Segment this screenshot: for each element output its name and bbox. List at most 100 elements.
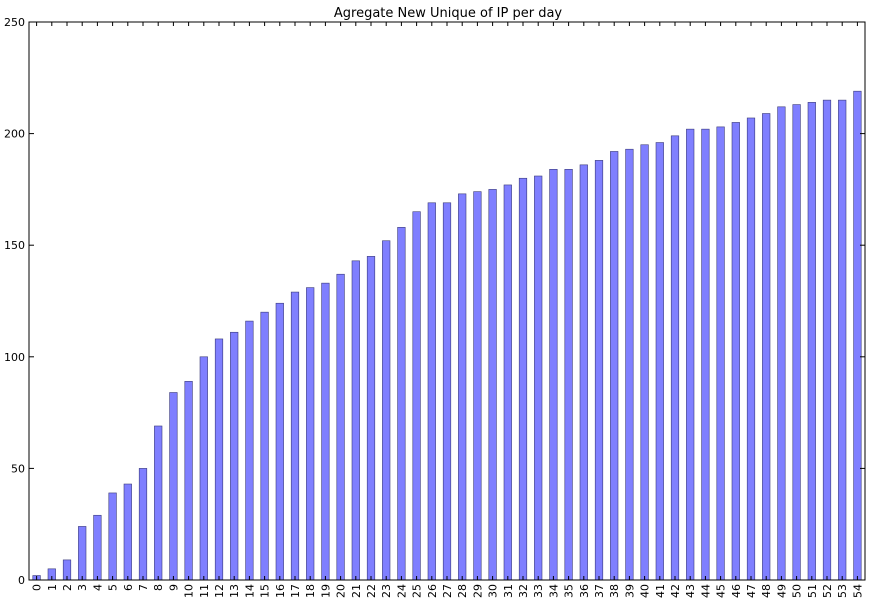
bar-53 [838,99,847,581]
x-tick-label-5: 5 [107,584,120,591]
bar-17 [290,291,300,581]
bar-15 [260,311,269,581]
bar-30 [488,189,497,581]
x-tick-label-15: 15 [259,584,272,598]
y-tick-label-100: 100 [4,351,25,364]
bar-24 [397,227,406,581]
bar-26 [427,202,436,581]
bar-22 [366,256,376,581]
x-tick-label-50: 50 [791,584,804,598]
bar-8 [154,425,163,581]
bar-10 [184,381,193,581]
x-tick-label-29: 29 [471,584,484,598]
x-tick-label-1: 1 [46,584,59,591]
x-tick-label-35: 35 [563,584,576,598]
chart-title: Agregate New Unique of IP per day [334,6,563,21]
x-tick-label-44: 44 [699,584,712,598]
bar-16 [275,302,284,581]
bar-21 [351,260,360,581]
bar-6 [123,483,132,581]
x-tick-label-53: 53 [836,584,849,598]
y-tick-label-200: 200 [4,128,25,141]
x-tick-label-21: 21 [350,584,363,598]
bar-34 [549,169,558,581]
bar-38 [610,151,619,581]
x-tick-label-48: 48 [760,584,773,598]
x-tick-label-7: 7 [137,584,150,591]
bar-5 [108,492,117,581]
bar-47 [746,117,756,581]
y-tick-label-50: 50 [11,462,25,475]
bar-35 [564,169,573,581]
x-tick-label-39: 39 [623,584,636,598]
x-tick-label-24: 24 [395,584,408,598]
bar-46 [731,122,740,581]
bar-25 [412,211,421,581]
x-tick-label-52: 52 [821,584,834,598]
y-tick-label-150: 150 [4,239,25,252]
bar-3 [78,526,87,581]
bar-19 [321,282,330,581]
x-tick-label-18: 18 [304,584,317,598]
bar-44 [701,128,710,581]
x-axis-ticks: 0 1 2 3 4 5 6 7 8 9 10 11 12 13 14 15 16 17 18 19 20 21 22 23 24… [31,22,864,598]
x-tick-label-13: 13 [228,584,241,598]
x-tick-label-45: 45 [715,584,728,598]
bar-28 [458,193,467,581]
x-tick-label-12: 12 [213,584,226,598]
bar-32 [518,177,528,581]
bar-54 [853,90,862,581]
bar-40 [640,144,649,581]
bar-13 [230,331,239,581]
x-tick-label-19: 19 [319,584,332,598]
bar-36 [579,164,588,581]
x-tick-label-20: 20 [335,584,348,598]
bar-43 [686,128,695,581]
x-tick-label-2: 2 [61,584,74,591]
x-tick-label-37: 37 [593,584,606,598]
bar-50 [792,104,801,581]
x-tick-label-3: 3 [76,584,89,591]
x-tick-label-23: 23 [380,584,393,598]
bar-7 [138,468,148,581]
x-tick-label-54: 54 [851,584,864,598]
x-tick-label-28: 28 [456,584,469,598]
bar-42 [670,135,680,581]
x-tick-label-26: 26 [426,584,439,598]
x-tick-label-9: 9 [167,584,180,591]
y-tick-label-0: 0 [18,574,25,587]
x-tick-label-22: 22 [365,584,378,598]
x-tick-label-49: 49 [775,584,788,598]
bar-45 [716,126,725,581]
bar-33 [534,175,543,581]
x-tick-label-10: 10 [183,584,196,598]
x-tick-label-51: 51 [806,584,819,598]
x-tick-label-46: 46 [730,584,743,598]
x-tick-label-30: 30 [487,584,500,598]
bar-39 [625,148,634,581]
x-tick-label-27: 27 [441,584,454,598]
x-tick-label-36: 36 [578,584,591,598]
bar-20 [336,273,345,581]
x-tick-label-42: 42 [669,584,682,598]
x-tick-label-11: 11 [198,584,211,598]
x-tick-label-43: 43 [684,584,697,598]
x-tick-label-47: 47 [745,584,758,598]
x-tick-label-6: 6 [122,584,135,591]
x-tick-label-14: 14 [243,584,256,598]
bar-49 [777,106,786,581]
bar-4 [93,514,102,581]
x-tick-label-31: 31 [502,584,515,598]
bar-48 [762,113,771,581]
bars-group [32,90,862,581]
bar-41 [655,142,664,581]
x-tick-label-40: 40 [639,584,652,598]
x-tick-label-4: 4 [91,584,104,591]
x-tick-label-41: 41 [654,584,667,598]
x-tick-label-34: 34 [547,584,560,598]
bar-51 [807,102,816,581]
bar-52 [822,99,832,581]
x-tick-label-38: 38 [608,584,621,598]
x-tick-label-25: 25 [411,584,424,598]
